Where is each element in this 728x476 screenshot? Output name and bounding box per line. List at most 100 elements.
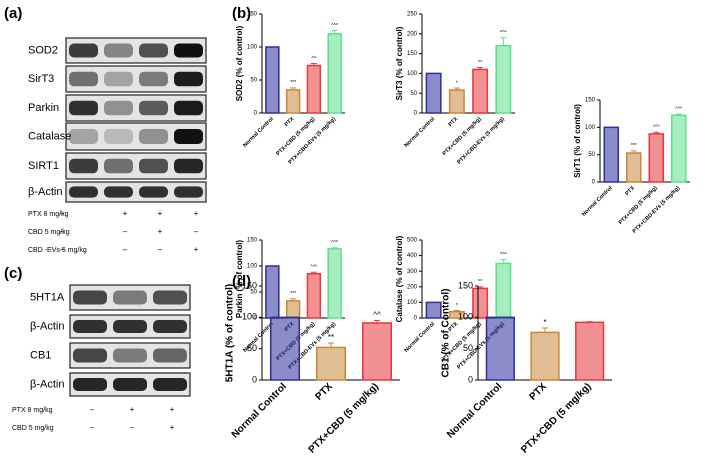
y-tick-label: 50 [250,78,257,84]
y-tick-label: 100 [458,312,473,322]
treatment-mark: + [194,245,199,254]
treatment-label: PTX 8 mg/kg [28,211,69,218]
x-tick-label: Normal Control [404,321,437,354]
y-axis-label: CB1 (% of Control) [441,289,452,378]
blot-band [113,378,147,391]
treatment-mark: – [158,245,163,254]
treatment-label: PTX 8 mg/kg [12,407,53,414]
x-tick-label: PTX [448,116,460,128]
y-tick-label: 250 [407,12,418,18]
x-tick-label: PTX+CBD (5 mg/kg) [618,185,659,226]
y-tick-label: 100 [247,264,258,270]
blot-frame [65,181,207,203]
significance-label: ^^ [478,279,483,285]
bar [575,321,605,381]
y-tick-label: 500 [407,238,418,244]
y-tick-label: 100 [247,45,258,51]
y-tick-label: 200 [407,284,418,290]
treatment-mark: – [123,227,128,236]
bar [671,114,687,183]
y-tick-label: 150 [585,98,596,104]
y-tick-label: 50 [247,343,257,353]
significance-label: *** [290,80,296,86]
y-axis-label: Catalase (% of control) [395,235,404,322]
treatment-mark: + [158,227,163,236]
y-tick-label: 100 [585,125,596,131]
y-tick-label: 0 [414,316,418,322]
treatment-mark: – [60,209,65,218]
significance-label: * [543,318,546,327]
bar [626,152,642,183]
blot-label: SirT3 [28,73,54,85]
blot-band [139,100,168,116]
blot-band [153,348,187,363]
y-tick-label: 150 [247,238,258,244]
treatment-mark: + [170,405,175,414]
y-axis-label: SirT3 (% of control) [395,26,404,100]
bar [306,273,322,319]
blot-band [104,128,133,145]
blot-band [69,186,98,198]
treatment-mark: + [130,405,135,414]
bar [285,89,301,114]
x-tick-label: PTX+CBD-EVs (5 mg/kg) [632,185,682,235]
y-tick-label: 0 [252,374,257,384]
significance-label: * [456,303,458,309]
y-tick-label: 300 [407,269,418,275]
treatment-label: CBD -EVs 5 mg/kg [28,247,87,254]
bar [327,33,342,114]
x-tick-label: PTX [313,381,335,403]
blot-band [139,43,168,58]
significance-label: ^^ [312,56,317,62]
x-tick-label: Normal Control [404,116,437,149]
treatment-mark: – [60,227,65,236]
bar [361,322,393,381]
y-tick-label: 0 [468,374,473,384]
panel-label: (b) [232,5,251,22]
blot-label: SIRT1 [28,160,59,172]
bar [265,46,280,114]
y-tick-label: 100 [407,71,418,77]
treatment-mark: – [130,423,135,432]
blot-band [113,320,147,333]
bar [425,72,442,114]
blot-band [174,128,203,145]
significance-label: ^^^ [500,252,508,258]
treatment-mark: – [90,423,95,432]
blot-band [69,71,98,87]
blot-label: SOD2 [28,44,58,56]
bar [448,89,465,114]
blot-band [139,128,168,145]
blot-band [73,320,107,333]
blot-band [104,71,133,87]
blot-band [73,348,107,363]
significance-label: ^^ [373,311,381,320]
x-tick-label: PTX+CBD (5 mg/kg) [275,116,316,157]
bar [485,316,515,381]
significance-label: ^^^ [310,265,318,271]
y-tick-label: 0 [592,180,596,186]
y-axis-label: SOD2 (% of control) [235,25,244,101]
y-tick-label: 200 [407,31,418,37]
blot-band [174,43,203,58]
significance-label: ^^^ [500,30,508,36]
blot-band [73,290,107,305]
y-tick-label: 50 [250,290,257,296]
blot-band [104,158,133,174]
y-axis-label: SirT1 (% of control) [573,104,582,178]
y-tick-label: 150 [247,12,258,18]
blot-band [104,100,133,116]
y-tick-label: 100 [242,312,257,322]
treatment-label: CBD 5 mg/kg [12,425,54,432]
y-tick-label: 400 [407,253,418,259]
blot-band [113,348,147,363]
significance-label: ^^^ [331,240,339,246]
treatment-mark: + [158,209,163,218]
significance-label: ** [328,333,334,342]
x-tick-label: PTX [624,185,636,197]
blot-band [139,71,168,87]
blot-band [153,290,187,305]
treatment-mark: – [90,405,95,414]
blot-band [174,186,203,198]
